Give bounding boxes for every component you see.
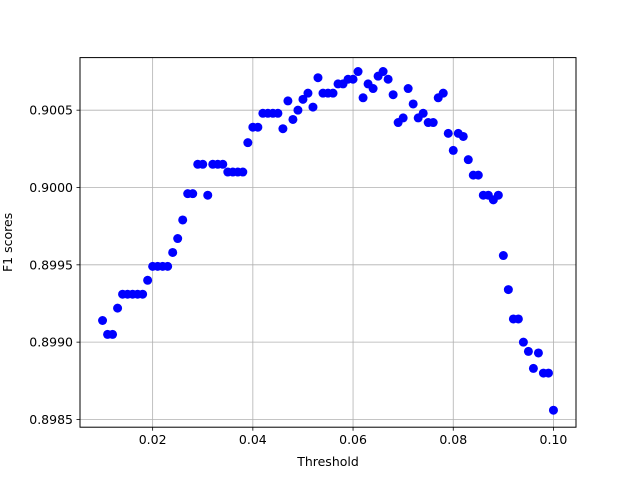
- data-point: [548, 405, 558, 415]
- data-point: [283, 96, 293, 106]
- data-point: [293, 105, 303, 115]
- data-point: [348, 74, 358, 84]
- data-point: [113, 303, 123, 313]
- data-point: [353, 67, 363, 77]
- plot-frame: [79, 57, 577, 428]
- data-point: [473, 170, 483, 180]
- data-point: [428, 118, 438, 128]
- data-point: [138, 289, 148, 299]
- data-point: [303, 88, 313, 98]
- y-tick-label: 0.8990: [29, 335, 73, 350]
- x-tick-label: 0.08: [439, 432, 467, 447]
- data-point: [378, 67, 388, 77]
- data-point: [253, 122, 263, 132]
- data-point: [308, 102, 318, 112]
- x-axis-label: Threshold: [296, 454, 359, 469]
- data-point: [313, 73, 323, 83]
- data-point: [513, 314, 523, 324]
- data-point: [543, 368, 553, 378]
- grid: [80, 57, 576, 428]
- data-point: [173, 234, 183, 244]
- data-point: [163, 261, 173, 271]
- x-tick-label: 0.02: [139, 432, 167, 447]
- data-point: [178, 215, 188, 225]
- data-point: [528, 363, 538, 373]
- data-point: [328, 88, 338, 98]
- data-point: [288, 114, 298, 124]
- data-point: [273, 108, 283, 118]
- data-point: [418, 108, 428, 118]
- data-point: [143, 275, 153, 285]
- data-point: [498, 251, 508, 261]
- data-point: [458, 131, 468, 141]
- data-point: [198, 159, 208, 169]
- axis-ticks: 0.02 0.04 0.06 0.08 0.10 0.8985 0.8990 0.8995 0.…: [29, 103, 567, 448]
- data-point: [168, 247, 178, 257]
- data-point: [243, 138, 253, 148]
- data-point: [388, 90, 398, 100]
- x-tick-label: 0.04: [239, 432, 267, 447]
- data-point: [448, 145, 458, 155]
- data-point: [98, 315, 108, 325]
- data-point: [493, 190, 503, 200]
- data-point: [503, 285, 513, 295]
- data-point: [218, 159, 228, 169]
- data-point: [278, 124, 288, 134]
- data-point: [298, 94, 308, 104]
- y-tick-label: 0.8985: [29, 412, 73, 427]
- data-points: [98, 67, 558, 415]
- data-point: [358, 93, 368, 103]
- x-tick-label: 0.10: [540, 432, 568, 447]
- data-point: [523, 346, 533, 356]
- data-point: [438, 88, 448, 98]
- data-point: [238, 167, 248, 177]
- data-point: [533, 348, 543, 358]
- data-point: [203, 190, 213, 200]
- y-tick-label: 0.8995: [29, 257, 73, 272]
- y-axis-label: F1 scores: [0, 213, 15, 272]
- data-point: [398, 113, 408, 123]
- data-point: [463, 155, 473, 165]
- data-point: [403, 84, 413, 94]
- data-point: [108, 329, 118, 339]
- data-point: [383, 74, 393, 84]
- data-point: [408, 99, 418, 109]
- y-tick-label: 0.9000: [29, 180, 73, 195]
- data-point: [443, 128, 453, 138]
- y-tick-label: 0.9005: [29, 103, 73, 118]
- data-point: [518, 337, 528, 347]
- data-point: [368, 84, 378, 94]
- data-point: [188, 189, 198, 199]
- x-tick-label: 0.06: [339, 432, 367, 447]
